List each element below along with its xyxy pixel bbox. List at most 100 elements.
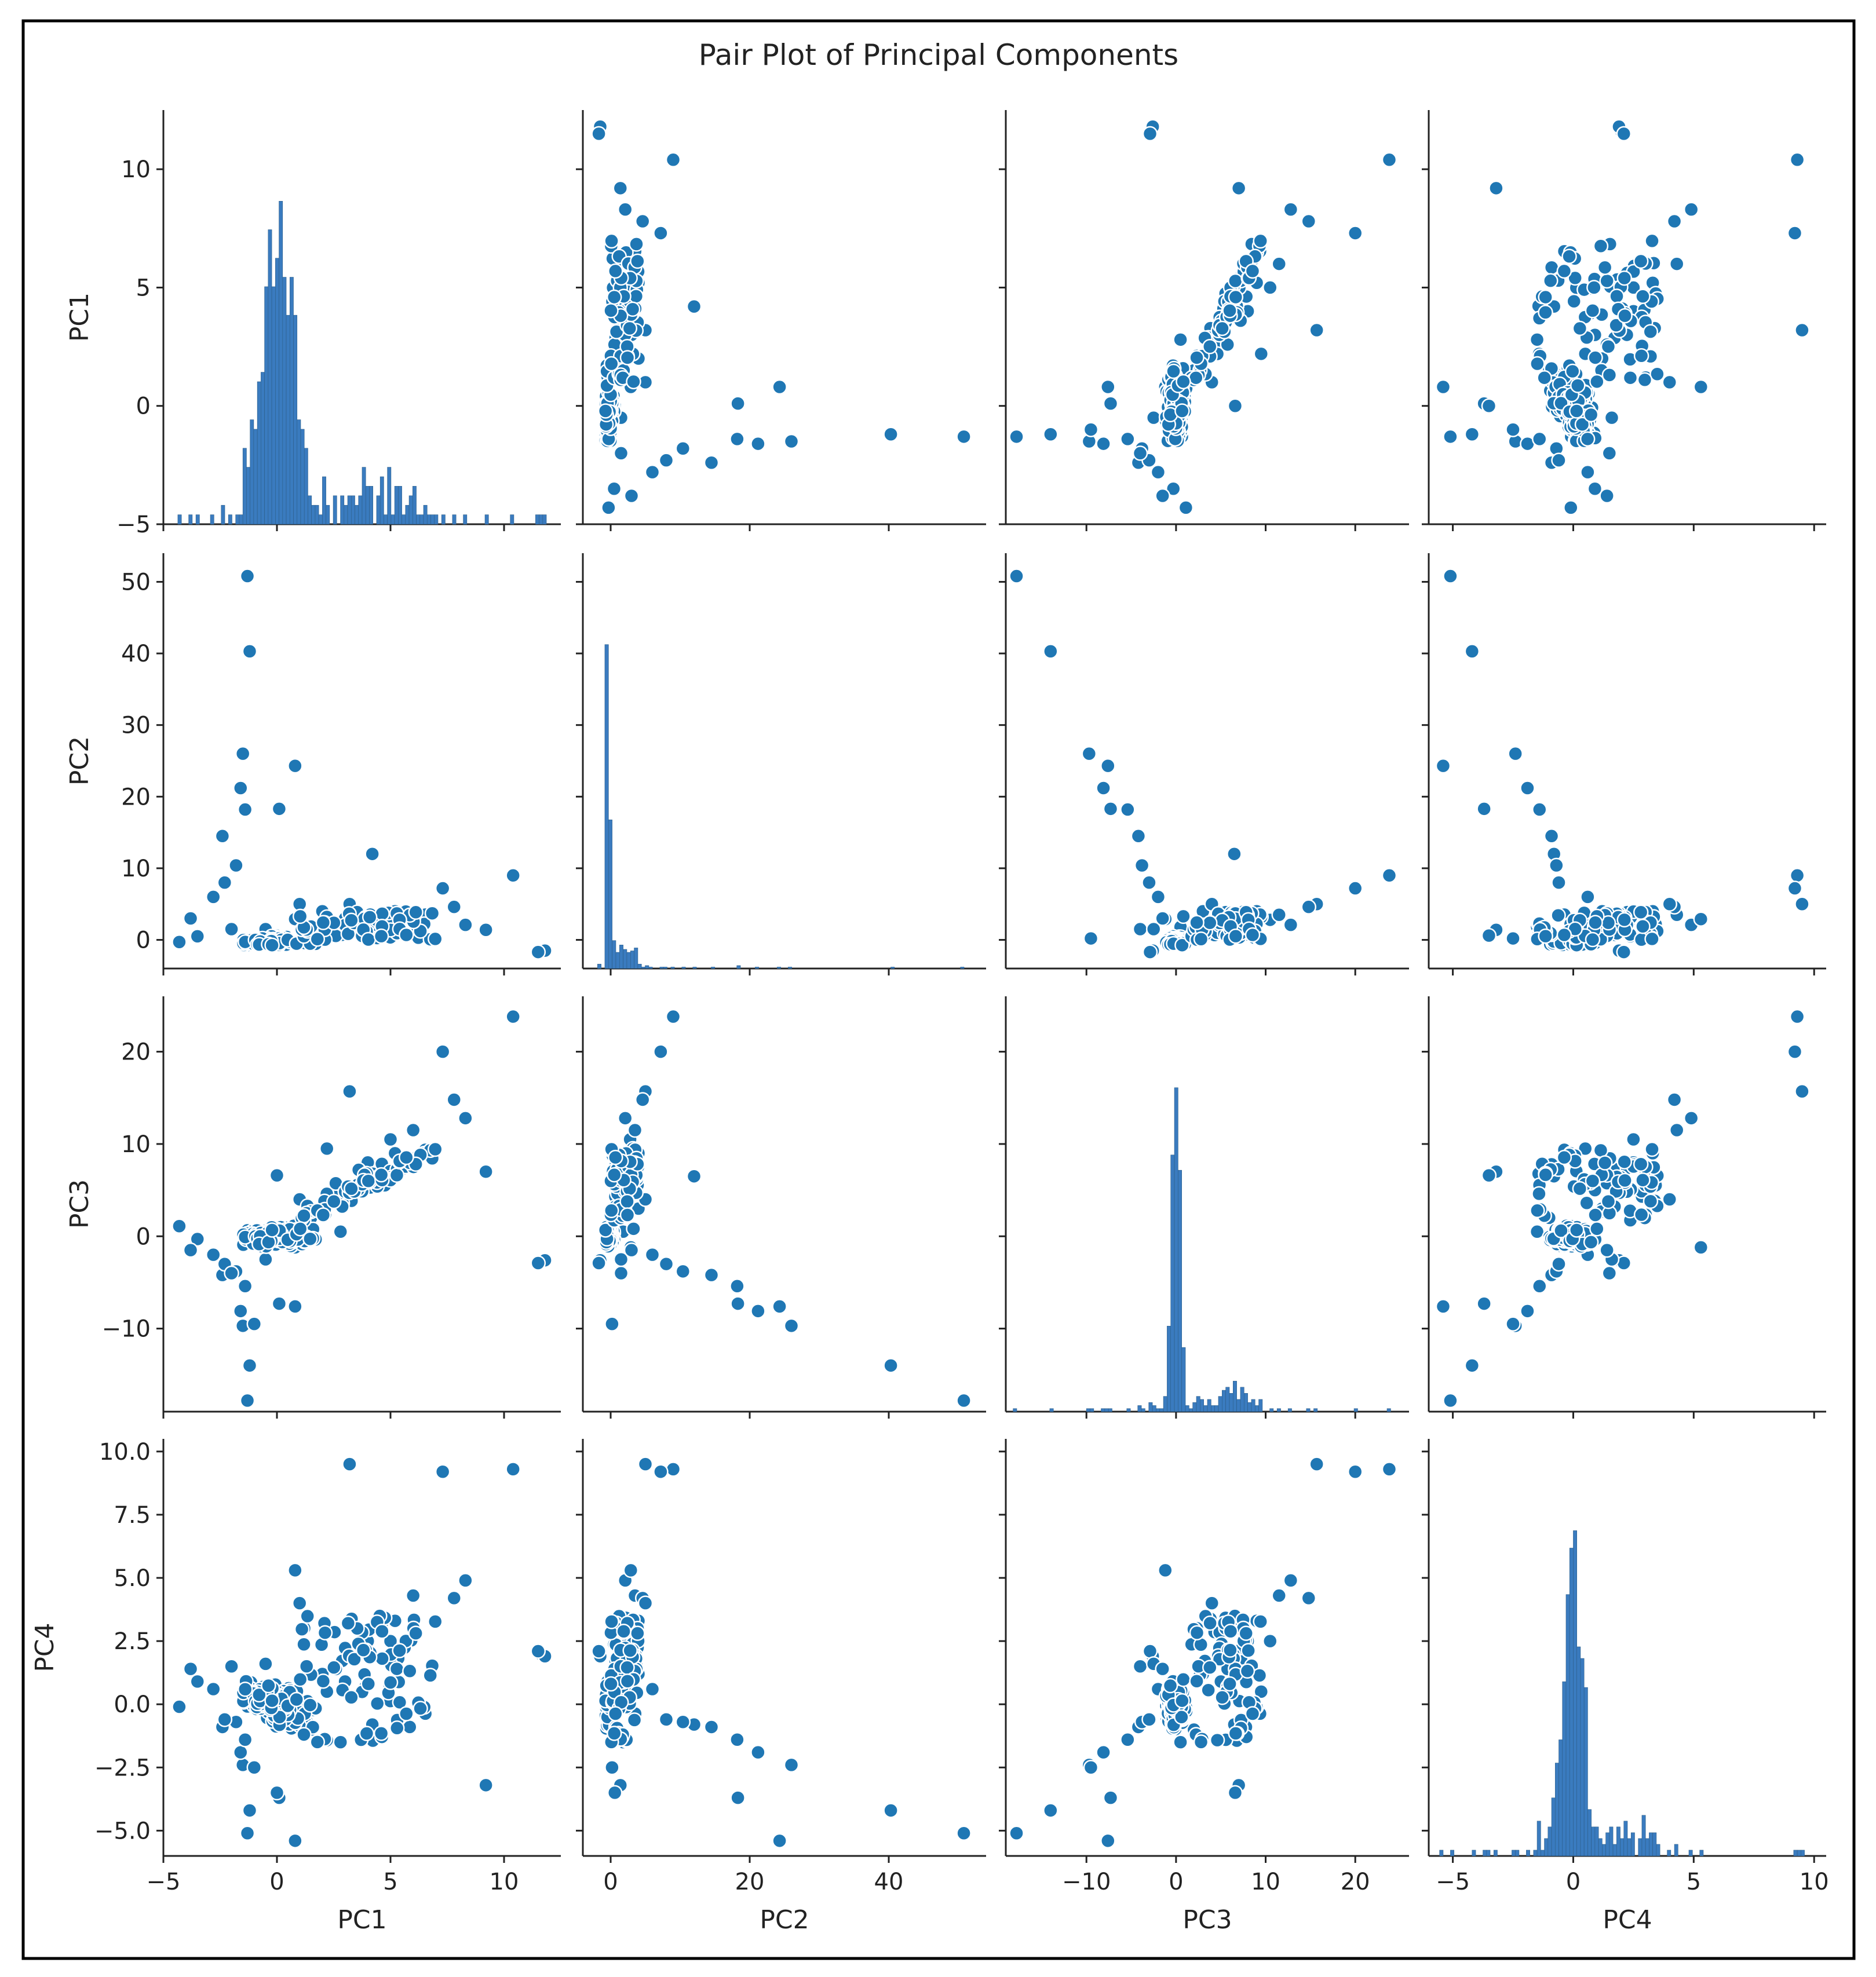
histogram-bar [1222, 1390, 1226, 1412]
data-point [1580, 889, 1596, 905]
data-point [326, 1660, 342, 1675]
data-point [730, 1296, 746, 1311]
data-point [264, 937, 280, 953]
histogram-bar [626, 952, 631, 969]
data-point [956, 1393, 972, 1409]
histogram-bar [416, 514, 421, 525]
histogram-bar [1258, 1399, 1263, 1412]
histogram-bar [369, 486, 374, 525]
y-tick-label: 10 [121, 156, 151, 183]
histogram-bar [387, 467, 392, 525]
data-point [1666, 1092, 1682, 1108]
histogram-bar [645, 965, 649, 969]
y-tick-label: 7.5 [114, 1502, 151, 1529]
data-point [271, 801, 287, 817]
data-point [1794, 1083, 1810, 1099]
data-point [1538, 1167, 1553, 1183]
data-point [217, 875, 233, 890]
histogram-bar [210, 514, 214, 525]
data-point [261, 1678, 276, 1694]
data-point [205, 1681, 221, 1697]
data-point [1787, 880, 1803, 896]
data-point [1228, 928, 1244, 944]
data-point [665, 1461, 681, 1477]
histogram-bar [379, 476, 384, 525]
data-point [405, 1122, 421, 1138]
data-point [750, 436, 766, 452]
data-point [1794, 896, 1810, 912]
data-point [1009, 568, 1024, 584]
data-point [1150, 464, 1166, 480]
histogram-bar [1170, 1154, 1175, 1412]
data-point [292, 1221, 308, 1237]
data-point [730, 396, 746, 411]
data-point [315, 1673, 331, 1689]
histogram-bar [340, 495, 345, 525]
histogram-bar [1353, 1408, 1358, 1412]
data-point [1789, 868, 1805, 883]
data-point [309, 1734, 326, 1750]
data-point [1662, 1192, 1678, 1207]
histogram-bar [619, 945, 623, 969]
histogram-bar [1203, 1405, 1208, 1412]
data-point [630, 253, 645, 269]
histogram-bar [413, 486, 417, 525]
data-point [1538, 928, 1553, 944]
data-point [1188, 370, 1204, 386]
data-point [1543, 260, 1560, 276]
y-tick-label: 5 [136, 275, 151, 301]
data-point [1083, 422, 1099, 437]
histogram-bar [1192, 1402, 1197, 1412]
data-point [296, 1636, 312, 1653]
data-point [205, 1247, 221, 1263]
data-point [597, 403, 614, 419]
data-point [1043, 644, 1059, 659]
data-point [1132, 445, 1148, 461]
y-tick-label: 0 [136, 393, 151, 420]
data-point [1301, 213, 1317, 229]
data-point [1616, 912, 1632, 928]
y-tick-label: 0.0 [114, 1691, 151, 1718]
data-point [644, 1681, 660, 1697]
histogram-bar [405, 505, 410, 525]
data-point [653, 1044, 669, 1059]
data-point [623, 488, 640, 504]
histogram-bar [426, 514, 431, 525]
panel-pc2-vs-pc4 [1422, 553, 1826, 975]
y-tick-label: 20 [121, 1039, 151, 1066]
data-point [373, 1726, 389, 1741]
data-point [1231, 180, 1247, 196]
data-point [1531, 1278, 1547, 1294]
histogram-bar [408, 495, 413, 525]
data-point [1165, 481, 1181, 496]
data-point [374, 1623, 390, 1639]
data-point [772, 1299, 787, 1314]
data-point [292, 908, 308, 924]
data-point [1536, 370, 1552, 386]
data-point [1617, 1172, 1633, 1189]
data-point [634, 213, 651, 229]
data-point [435, 1464, 451, 1479]
histogram-bar [539, 514, 543, 525]
data-point [264, 1222, 280, 1238]
data-point [623, 1562, 639, 1578]
data-point [402, 1719, 418, 1735]
data-point [1096, 436, 1111, 452]
y-tick-label: 50 [121, 569, 151, 595]
data-point [619, 1193, 635, 1209]
histogram-bar [623, 949, 627, 969]
data-point [189, 1673, 206, 1690]
histogram-bar [177, 514, 182, 525]
data-point [408, 1625, 424, 1641]
data-point [424, 905, 440, 921]
data-point [1193, 931, 1209, 947]
data-point [627, 1122, 643, 1138]
histogram-bar [681, 967, 686, 969]
histogram-bar [261, 372, 265, 525]
histogram-bar [358, 495, 363, 525]
histogram-bar [304, 448, 308, 525]
histogram-bar [1232, 1380, 1237, 1412]
data-point [408, 904, 424, 920]
data-point [287, 1562, 303, 1578]
